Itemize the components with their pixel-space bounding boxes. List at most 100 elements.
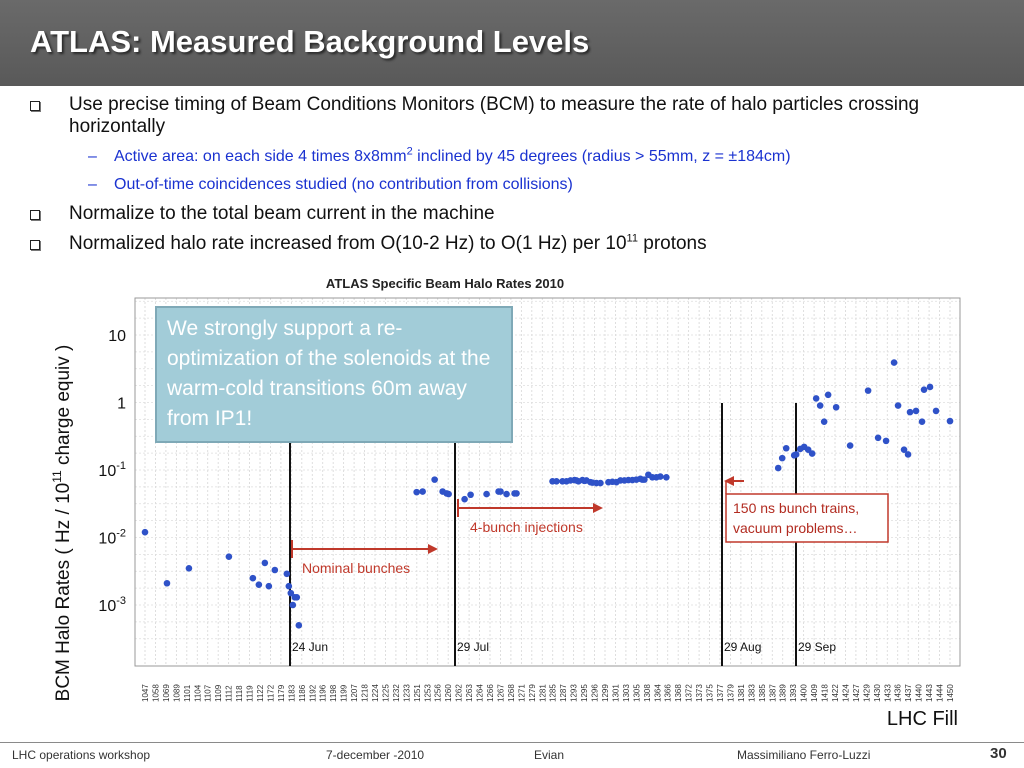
x-tick-label: 1251	[413, 684, 422, 702]
x-tick-label: 1377	[716, 684, 725, 702]
x-tick-label: 1400	[800, 684, 809, 702]
x-tick-label: 1433	[883, 684, 892, 702]
x-tick-label: 1224	[371, 684, 380, 702]
x-tick-label: 1422	[831, 684, 840, 702]
sub-bullet-item: – Out-of-time coincidences studied (no c…	[88, 175, 573, 195]
y-axis-label-group: BCM Halo Rates ( Hz / 1011 charge equiv …	[50, 345, 74, 702]
data-point	[832, 403, 840, 411]
data-point	[820, 418, 828, 425]
y-tick-exponent: -2	[116, 528, 126, 540]
y-tick-label: 10-3	[98, 595, 126, 615]
x-ticks: 1047 1058 1069 1089 1101 1104 1107 1109 1112 1118…	[141, 684, 955, 702]
annotation-box	[725, 493, 889, 543]
date-markers: 24 Jun 29 Jul 29 Aug 29 Sep	[289, 403, 836, 666]
plot-frame	[134, 297, 961, 667]
x-tick-label: 1196	[319, 684, 328, 702]
bullet-item: Use precise timing of Beam Conditions Mo…	[30, 94, 970, 138]
x-tick-label: 1186	[298, 684, 307, 702]
data-point	[816, 402, 824, 409]
data-point	[912, 407, 920, 415]
data-point	[265, 582, 273, 590]
y-ticks: 10 1 10-1 10-2 10-3	[98, 328, 126, 615]
y-tick-label: 10	[108, 328, 126, 345]
x-tick-label: 1295	[580, 684, 589, 702]
data-point	[894, 402, 902, 409]
x-tick-label: 1373	[695, 684, 704, 702]
x-tick-label: 1437	[904, 684, 913, 702]
x-tick-label: 1107	[204, 684, 213, 702]
x-tick-label: 1266	[486, 684, 495, 702]
data-point	[824, 391, 832, 399]
x-tick-label: 1368	[674, 684, 683, 702]
data-point	[419, 488, 426, 495]
dash-bullet-icon: –	[88, 176, 97, 193]
data-point	[597, 479, 604, 487]
x-tick-label: 1301	[611, 684, 620, 702]
data-point	[141, 528, 149, 536]
superscript: 11	[626, 232, 638, 245]
footer-author: Massimiliano Ferro-Luzzi	[737, 748, 871, 762]
x-tick-label: 1296	[591, 684, 600, 702]
x-tick-label: 1387	[768, 684, 777, 702]
bullet-item: Normalize to the total beam current in t…	[30, 203, 970, 225]
data-point	[657, 473, 664, 480]
data-point	[918, 418, 926, 425]
y-tick-label: 1	[117, 396, 126, 413]
x-tick-label: 1058	[151, 684, 160, 702]
x-tick-label: 1101	[183, 684, 192, 702]
data-point	[293, 594, 301, 601]
x-tick-label: 1104	[193, 684, 202, 702]
data-point	[483, 490, 490, 498]
y-tick-label: 10-2	[98, 528, 126, 548]
x-tick-label: 1285	[549, 684, 558, 702]
data-point	[864, 387, 872, 394]
x-tick-label: 1375	[706, 684, 715, 702]
x-tick-label: 1440	[915, 684, 924, 702]
x-tick-label: 1263	[465, 684, 474, 702]
x-tick-label: 1183	[287, 684, 296, 702]
data-point	[497, 488, 504, 495]
data-points	[141, 359, 954, 629]
data-point	[185, 564, 193, 572]
superscript: 2	[406, 145, 413, 158]
data-point	[782, 444, 790, 452]
data-point	[461, 495, 468, 503]
x-tick-label: 1179	[277, 684, 286, 702]
callout-box: We strongly support a re-optimization of…	[155, 306, 513, 443]
data-point	[920, 386, 928, 393]
footer-event: LHC operations workshop	[12, 748, 151, 762]
date-marker-label: 29 Jul	[457, 640, 489, 654]
x-tick-label: 1379	[726, 684, 735, 702]
x-tick-label: 1233	[402, 684, 411, 702]
x-tick-label: 1389	[779, 684, 788, 702]
date-marker-label: 29 Sep	[798, 640, 836, 654]
x-tick-label: 1393	[789, 684, 798, 702]
data-point	[946, 417, 954, 425]
data-point	[792, 451, 800, 458]
x-tick-label: 1260	[444, 684, 453, 702]
bullet-text: Normalize to the total beam current in t…	[69, 203, 495, 224]
x-tick-label: 1267	[496, 684, 505, 702]
page-number: 30	[990, 745, 1007, 762]
square-bullet-icon	[30, 240, 40, 250]
data-point	[900, 446, 908, 453]
x-tick-label: 1218	[361, 684, 370, 702]
x-tick-label: 1256	[434, 684, 443, 702]
x-tick-label: 1281	[538, 684, 547, 702]
y-axis-label-part: charge equiv )	[53, 345, 74, 471]
square-bullet-icon	[30, 101, 40, 111]
data-point	[932, 407, 940, 415]
x-tick-label: 1264	[476, 684, 485, 702]
data-point	[890, 359, 898, 366]
x-tick-label: 1383	[747, 684, 756, 702]
x-tick-label: 1232	[392, 684, 401, 702]
footer-place: Evian	[534, 748, 565, 762]
data-point	[249, 574, 257, 582]
x-tick-label: 1299	[601, 684, 610, 702]
x-tick-label: 1430	[873, 684, 882, 702]
annotation-150ns-line2: vacuum problems…	[733, 520, 858, 536]
x-tick-label: 1271	[517, 684, 526, 702]
bullet-text: Use precise timing of Beam Conditions Mo…	[69, 94, 920, 137]
date-marker-label: 24 Jun	[292, 640, 328, 654]
x-tick-label: 1122	[256, 684, 265, 702]
